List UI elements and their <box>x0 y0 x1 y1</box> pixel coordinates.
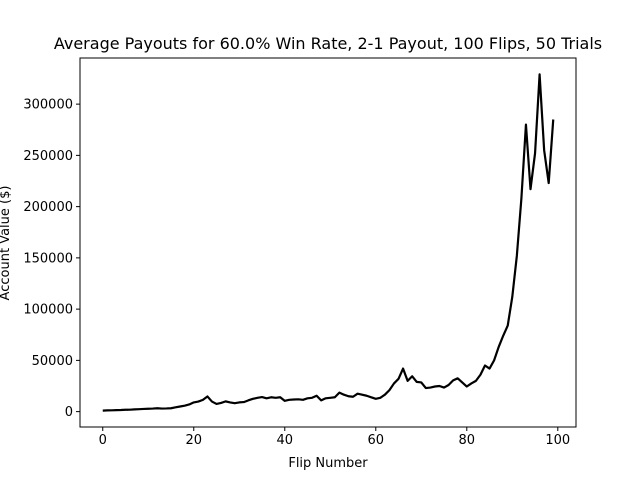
y-tick-label: 50000 <box>32 354 73 369</box>
x-tick-label: 80 <box>459 433 476 448</box>
y-tick-label: 250000 <box>23 149 73 164</box>
x-tick-label: 100 <box>545 433 570 448</box>
y-axis-label: Account Value ($) <box>0 186 13 301</box>
x-tick-label: 60 <box>368 433 385 448</box>
chart-title: Average Payouts for 60.0% Win Rate, 2-1 … <box>54 34 602 53</box>
y-tick-label: 150000 <box>23 251 73 266</box>
y-tick-label: 200000 <box>23 200 73 215</box>
y-tick-label: 0 <box>65 405 73 420</box>
y-tick-label: 100000 <box>23 303 73 318</box>
x-axis-label: Flip Number <box>288 456 368 471</box>
plot-area: 0 20 40 60 80 100 0 50000 100000 150000 200000 2500… <box>23 57 577 448</box>
x-tick-label: 0 <box>99 433 107 448</box>
axes-frame <box>79 57 577 428</box>
x-tick-label: 40 <box>276 433 293 448</box>
y-tick-label: 300000 <box>23 98 73 113</box>
series-line <box>102 73 555 412</box>
x-tick-label: 20 <box>185 433 202 448</box>
